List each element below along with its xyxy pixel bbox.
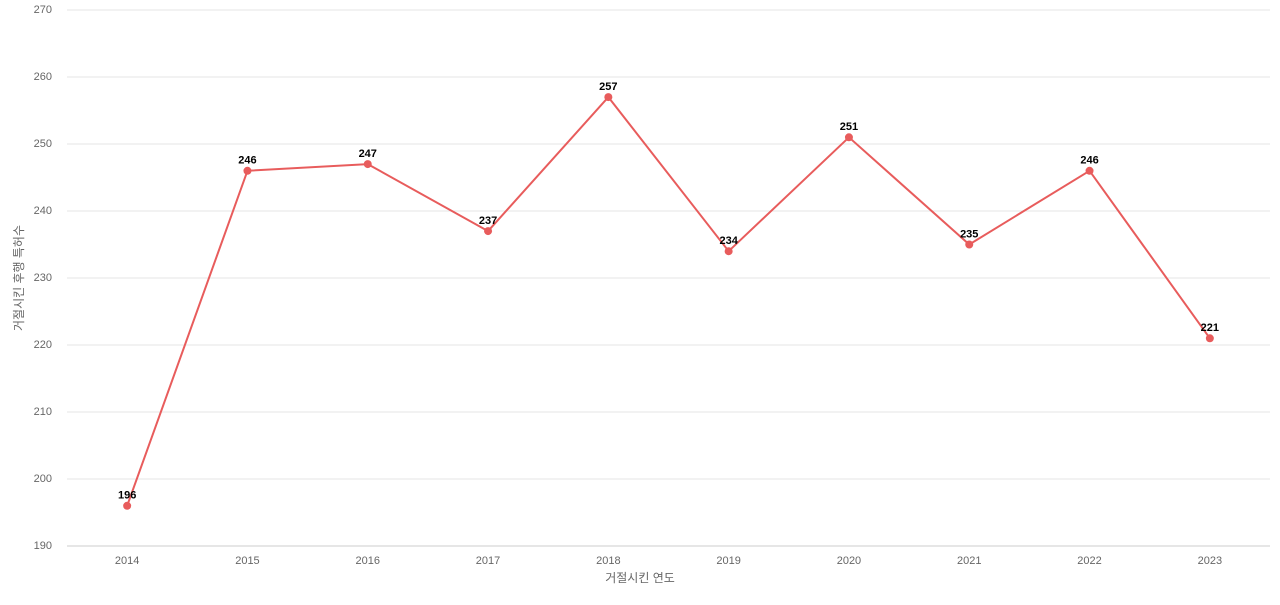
x-tick-label: 2014 — [115, 555, 139, 567]
x-tick-label: 2016 — [356, 555, 380, 567]
line — [126, 95, 1211, 507]
value-label: 196 — [118, 490, 136, 502]
value-label: 246 — [238, 155, 256, 167]
x-tick-label: 2019 — [716, 555, 740, 567]
y-tick-label: 210 — [34, 406, 52, 418]
point — [363, 160, 372, 169]
value-label: 257 — [599, 81, 617, 93]
value-label: 251 — [840, 121, 858, 133]
point — [604, 93, 613, 102]
point — [844, 133, 853, 142]
point — [965, 240, 974, 249]
x-tick-label: 2022 — [1077, 555, 1101, 567]
point — [484, 227, 493, 236]
y-tick-label: 200 — [34, 473, 52, 485]
y-tick-label: 240 — [34, 205, 52, 217]
value-label: 247 — [359, 148, 377, 160]
value-label: 246 — [1080, 155, 1098, 167]
x-tick-label: 2018 — [596, 555, 620, 567]
y-axis-title: 거절시킨 후행 특허수 — [11, 225, 26, 331]
y-tick-label: 260 — [34, 71, 52, 83]
x-tick-label: 2020 — [837, 555, 861, 567]
x-tick-label: 2021 — [957, 555, 981, 567]
x-tick-label: 2023 — [1198, 555, 1222, 567]
y-tick-label: 270 — [34, 4, 52, 16]
point — [724, 247, 733, 256]
x-axis-title: 거절시킨 연도 — [605, 571, 675, 585]
value-label: 235 — [960, 228, 978, 240]
y-tick-label: 230 — [34, 272, 52, 284]
value-label: 234 — [719, 235, 738, 247]
point — [1205, 334, 1214, 343]
x-tick-label: 2017 — [476, 555, 500, 567]
point — [123, 501, 132, 510]
y-tick-label: 250 — [34, 138, 52, 150]
value-label: 237 — [479, 215, 497, 227]
point — [1085, 166, 1094, 175]
x-tick-label: 2015 — [235, 555, 259, 567]
y-tick-label: 190 — [34, 540, 52, 552]
value-label: 221 — [1201, 322, 1219, 334]
y-tick-label: 220 — [34, 339, 52, 351]
point — [243, 166, 252, 175]
